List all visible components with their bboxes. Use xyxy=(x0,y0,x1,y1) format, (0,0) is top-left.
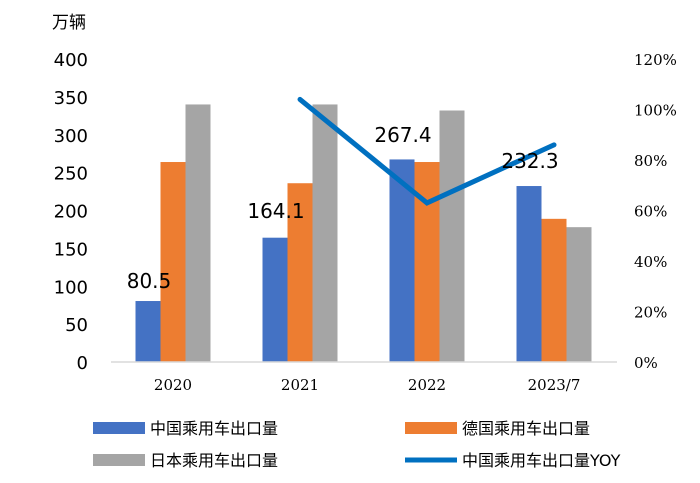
legend-swatch xyxy=(93,454,145,466)
legend-label: 中国乘用车出口量 xyxy=(150,419,278,438)
x-tick-label: 2023/7 xyxy=(528,376,581,394)
x-tick-label: 2021 xyxy=(281,376,319,394)
bar-2-3 xyxy=(566,227,592,362)
legend-swatch xyxy=(93,422,145,434)
y-tick-label: 100 xyxy=(54,277,88,298)
legend-label: 日本乘用车出口量 xyxy=(150,451,278,470)
legend-label: 德国乘用车出口量 xyxy=(462,419,590,438)
bar-1-0 xyxy=(160,162,186,362)
data-label: 232.3 xyxy=(501,149,558,173)
y-tick-label: 250 xyxy=(54,164,88,185)
y2-tick-label: 100% xyxy=(634,102,677,120)
y-tick-label: 0 xyxy=(77,353,88,374)
legend-swatch xyxy=(405,422,457,434)
y2-tick-label: 20% xyxy=(634,304,667,322)
y-tick-label: 300 xyxy=(54,126,88,147)
bar-2-0 xyxy=(185,104,211,362)
y-tick-label: 400 xyxy=(54,50,88,71)
bar-0-1 xyxy=(262,237,288,362)
bar-1-1 xyxy=(287,183,313,362)
legend-label: 中国乘用车出口量YOY xyxy=(462,451,621,470)
y-tick-label: 50 xyxy=(65,315,88,336)
x-tick-label: 2022 xyxy=(408,376,446,394)
data-label: 164.1 xyxy=(247,199,304,223)
y-tick-label: 200 xyxy=(54,202,88,223)
data-label: 267.4 xyxy=(374,123,431,147)
y2-tick-label: 120% xyxy=(634,51,677,69)
data-label: 80.5 xyxy=(127,269,172,293)
bar-0-0 xyxy=(135,301,161,362)
bar-0-3 xyxy=(516,186,542,362)
yoy-line xyxy=(297,96,557,206)
y-tick-label: 150 xyxy=(54,239,88,260)
x-tick-label: 2020 xyxy=(154,376,192,394)
bar-2-2 xyxy=(439,110,465,362)
bar-1-2 xyxy=(414,162,440,362)
y-tick-label: 350 xyxy=(54,88,88,109)
y2-tick-label: 40% xyxy=(634,253,667,271)
y2-tick-label: 60% xyxy=(634,203,667,221)
bar-0-2 xyxy=(389,159,415,362)
y2-tick-label: 80% xyxy=(634,152,667,170)
bar-1-3 xyxy=(541,218,567,362)
y-axis-unit-label: 万辆 xyxy=(52,13,86,33)
y2-tick-label: 0% xyxy=(634,354,658,372)
bar-2-1 xyxy=(312,104,338,362)
